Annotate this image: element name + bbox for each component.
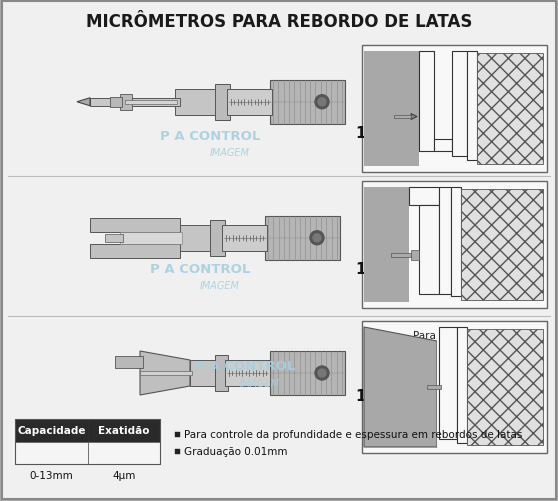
- Bar: [419, 52, 545, 167]
- Bar: [409, 188, 545, 303]
- Polygon shape: [411, 114, 417, 120]
- Bar: [364, 52, 419, 167]
- Bar: [457, 327, 467, 443]
- Bar: [270, 351, 345, 395]
- Bar: [175, 225, 225, 251]
- Bar: [120, 95, 132, 111]
- Bar: [105, 234, 123, 242]
- Text: Capacidade: Capacidade: [17, 425, 85, 435]
- Text: 4μm: 4μm: [112, 470, 136, 480]
- Text: 0-13mm: 0-13mm: [30, 470, 73, 480]
- Bar: [467, 52, 477, 161]
- Bar: [215, 355, 228, 391]
- Circle shape: [315, 366, 329, 380]
- Bar: [461, 189, 543, 301]
- Circle shape: [315, 96, 329, 110]
- Text: P A CONTROL: P A CONTROL: [160, 130, 260, 143]
- Text: Para latas de alumínio: Para latas de alumínio: [396, 190, 513, 200]
- Bar: [419, 52, 434, 152]
- Bar: [439, 327, 457, 439]
- Text: 131: 131: [355, 126, 387, 141]
- Circle shape: [313, 234, 321, 242]
- Bar: [222, 225, 267, 251]
- Bar: [140, 371, 192, 375]
- Bar: [427, 385, 441, 389]
- Bar: [451, 188, 461, 297]
- Bar: [467, 329, 543, 445]
- Bar: [362, 321, 547, 453]
- Bar: [225, 360, 270, 386]
- Bar: [120, 232, 182, 244]
- Bar: [90, 244, 180, 258]
- Bar: [15, 419, 160, 464]
- Circle shape: [318, 369, 326, 377]
- Text: IMAGEM: IMAGEM: [200, 281, 240, 291]
- Bar: [125, 101, 177, 105]
- Bar: [439, 188, 451, 295]
- Bar: [90, 218, 180, 232]
- Polygon shape: [77, 99, 90, 107]
- Bar: [215, 85, 230, 121]
- Bar: [409, 188, 439, 205]
- Bar: [270, 81, 345, 125]
- Bar: [210, 220, 225, 256]
- Text: 132: 132: [355, 262, 387, 277]
- Bar: [175, 432, 180, 437]
- Bar: [364, 188, 409, 303]
- Bar: [394, 116, 411, 119]
- Text: 133: 133: [355, 388, 387, 403]
- Bar: [362, 182, 547, 309]
- Bar: [175, 90, 230, 116]
- Text: MICRÔMETROS PARA REBORDO DE LATAS: MICRÔMETROS PARA REBORDO DE LATAS: [86, 13, 472, 31]
- Bar: [419, 205, 439, 295]
- Text: Para latas de aço: Para latas de aço: [410, 55, 499, 65]
- Bar: [190, 360, 228, 386]
- Text: Exatidão: Exatidão: [98, 425, 150, 435]
- Text: Graduação 0.01mm: Graduação 0.01mm: [184, 446, 287, 456]
- Text: Para controle da profundidade e espessura em rebordos de latas: Para controle da profundidade e espessur…: [184, 429, 522, 439]
- Text: P A CONTROL: P A CONTROL: [150, 263, 250, 276]
- Bar: [227, 90, 272, 116]
- Circle shape: [310, 231, 324, 245]
- Bar: [265, 216, 340, 260]
- Text: P A CONTROL: P A CONTROL: [195, 360, 295, 373]
- Bar: [477, 54, 543, 165]
- Bar: [90, 99, 180, 107]
- Bar: [115, 356, 143, 368]
- Circle shape: [318, 99, 326, 107]
- Bar: [452, 52, 467, 157]
- Polygon shape: [140, 351, 190, 395]
- Text: IMAGEM: IMAGEM: [240, 378, 280, 388]
- Bar: [362, 46, 547, 173]
- Text: IMAGEM: IMAGEM: [210, 147, 250, 157]
- Bar: [175, 448, 180, 453]
- Bar: [88, 441, 160, 464]
- Bar: [434, 140, 452, 152]
- Bar: [88, 419, 160, 441]
- Bar: [15, 419, 88, 441]
- Bar: [411, 250, 419, 260]
- Bar: [391, 253, 411, 257]
- Polygon shape: [364, 327, 437, 447]
- Bar: [15, 441, 88, 464]
- Bar: [437, 327, 545, 447]
- Text: Para latas spray: Para latas spray: [412, 330, 497, 340]
- Bar: [110, 98, 122, 108]
